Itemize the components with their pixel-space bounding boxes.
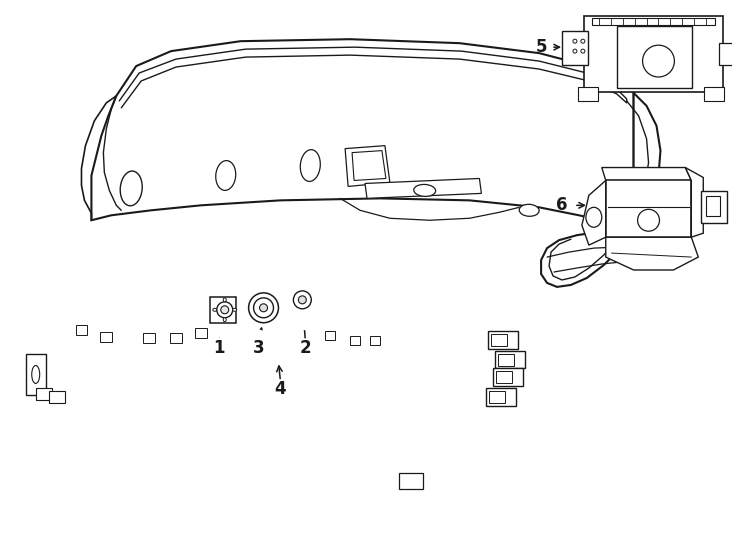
Text: 6: 6 <box>556 197 567 214</box>
Ellipse shape <box>32 366 40 383</box>
Polygon shape <box>602 167 691 180</box>
FancyBboxPatch shape <box>617 26 692 88</box>
Ellipse shape <box>642 45 675 77</box>
FancyBboxPatch shape <box>170 333 182 342</box>
FancyBboxPatch shape <box>493 368 523 387</box>
Polygon shape <box>541 93 661 287</box>
FancyBboxPatch shape <box>101 332 112 342</box>
FancyBboxPatch shape <box>370 336 380 345</box>
Ellipse shape <box>298 296 306 304</box>
Ellipse shape <box>573 39 577 43</box>
FancyBboxPatch shape <box>350 336 360 345</box>
Text: 5: 5 <box>535 38 547 56</box>
FancyBboxPatch shape <box>399 473 423 489</box>
FancyBboxPatch shape <box>487 388 516 406</box>
FancyBboxPatch shape <box>48 392 65 403</box>
FancyBboxPatch shape <box>325 330 335 340</box>
FancyBboxPatch shape <box>210 297 236 323</box>
Ellipse shape <box>260 304 267 312</box>
Ellipse shape <box>414 185 436 197</box>
Polygon shape <box>365 179 482 198</box>
Ellipse shape <box>223 318 226 322</box>
FancyBboxPatch shape <box>195 328 207 338</box>
Ellipse shape <box>586 207 602 227</box>
FancyBboxPatch shape <box>143 333 155 342</box>
FancyBboxPatch shape <box>490 392 505 403</box>
Polygon shape <box>686 167 703 237</box>
FancyBboxPatch shape <box>584 16 723 92</box>
Ellipse shape <box>519 204 539 217</box>
Text: 2: 2 <box>299 339 311 356</box>
FancyBboxPatch shape <box>719 43 734 65</box>
FancyBboxPatch shape <box>498 354 515 366</box>
Ellipse shape <box>213 308 217 311</box>
FancyBboxPatch shape <box>491 334 507 346</box>
FancyBboxPatch shape <box>701 191 727 223</box>
FancyBboxPatch shape <box>578 87 597 101</box>
Text: 3: 3 <box>252 339 264 356</box>
Text: 1: 1 <box>213 339 225 356</box>
FancyBboxPatch shape <box>704 87 724 101</box>
FancyBboxPatch shape <box>36 388 51 400</box>
FancyBboxPatch shape <box>495 350 526 368</box>
FancyBboxPatch shape <box>496 372 512 383</box>
Ellipse shape <box>300 150 320 181</box>
Ellipse shape <box>216 160 236 191</box>
Ellipse shape <box>221 306 229 314</box>
Text: 4: 4 <box>275 380 286 399</box>
Ellipse shape <box>294 291 311 309</box>
Ellipse shape <box>581 39 585 43</box>
FancyBboxPatch shape <box>26 354 46 395</box>
Polygon shape <box>352 151 386 180</box>
Ellipse shape <box>253 298 274 318</box>
FancyBboxPatch shape <box>76 325 87 335</box>
Ellipse shape <box>120 171 142 206</box>
Polygon shape <box>606 180 691 237</box>
Polygon shape <box>592 18 715 25</box>
Ellipse shape <box>223 298 226 302</box>
Polygon shape <box>606 237 698 270</box>
Polygon shape <box>582 180 606 245</box>
Ellipse shape <box>233 308 236 311</box>
Ellipse shape <box>249 293 278 323</box>
Ellipse shape <box>573 49 577 53</box>
FancyBboxPatch shape <box>706 197 720 217</box>
FancyBboxPatch shape <box>488 330 518 349</box>
Ellipse shape <box>638 210 659 231</box>
Polygon shape <box>92 39 633 242</box>
Ellipse shape <box>217 302 233 318</box>
FancyBboxPatch shape <box>562 31 588 65</box>
Ellipse shape <box>581 49 585 53</box>
Polygon shape <box>345 146 390 186</box>
